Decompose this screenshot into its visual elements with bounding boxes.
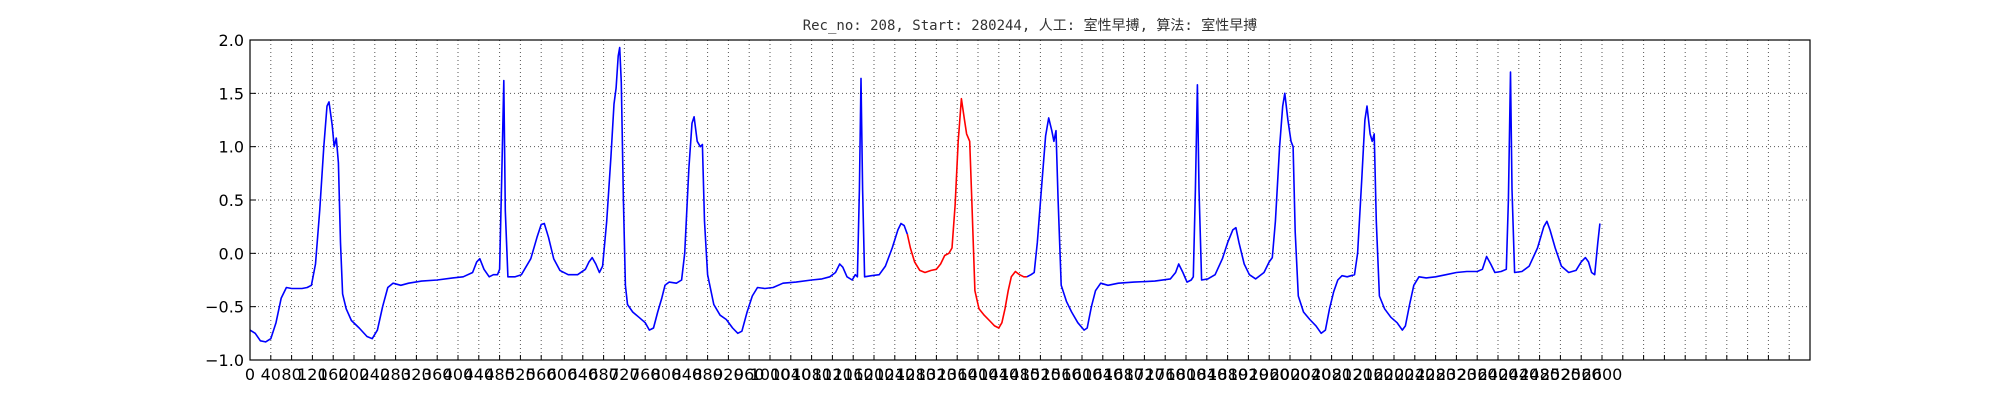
series-line-1 xyxy=(906,97,1027,329)
x-tick-label: 1400 xyxy=(958,365,999,384)
x-tick-label: 1320 xyxy=(916,365,957,384)
x-tick-label: 760 xyxy=(630,365,661,384)
x-tick-label: 800 xyxy=(651,365,682,384)
x-tick-label: 1920 xyxy=(1228,365,1269,384)
x-tick-label: 680 xyxy=(588,365,619,384)
x-tick-label: 1960 xyxy=(1249,365,1290,384)
x-tick-label: 240 xyxy=(360,365,391,384)
x-tick-label: 200 xyxy=(339,365,370,384)
x-tick-label: 480 xyxy=(484,365,515,384)
y-tick-label: 0.0 xyxy=(219,244,244,263)
x-tick-label: 960 xyxy=(734,365,765,384)
x-tick-label: 840 xyxy=(672,365,703,384)
x-tick-label: 2280 xyxy=(1415,365,1456,384)
x-tick-label: 1200 xyxy=(854,365,895,384)
x-tick-label: 360 xyxy=(422,365,453,384)
x-tick-label: 0 xyxy=(245,365,255,384)
x-tick-label: 1440 xyxy=(978,365,1019,384)
x-tick-label: 1680 xyxy=(1103,365,1144,384)
x-tick-label: 1880 xyxy=(1207,365,1248,384)
y-tick-label: −1.0 xyxy=(205,351,244,370)
x-tick-label: 1040 xyxy=(770,365,811,384)
x-tick-label: 2040 xyxy=(1290,365,1331,384)
x-tick-label: 880 xyxy=(692,365,723,384)
x-tick-label: 160 xyxy=(318,365,349,384)
x-tick-label: 40 xyxy=(261,365,281,384)
y-tick-label: −0.5 xyxy=(205,298,244,317)
x-tick-label: 400 xyxy=(443,365,474,384)
chart-title: Rec_no: 208, Start: 280244, 人工: 室性早搏, 算法… xyxy=(803,17,1258,34)
x-tick-label: 1240 xyxy=(874,365,915,384)
x-tick-label: 1640 xyxy=(1082,365,1123,384)
x-tick-label: 2200 xyxy=(1374,365,1415,384)
y-tick-label: 1.0 xyxy=(219,138,244,157)
y-tick-label: 2.0 xyxy=(219,31,244,50)
x-tick-label: 2160 xyxy=(1353,365,1394,384)
x-axis-ticks: 0 40 8012016020024028032036040044048052056… xyxy=(245,355,1811,384)
grid-lines xyxy=(249,39,1811,361)
series-line-2 xyxy=(1026,71,1601,335)
x-tick-label: 1160 xyxy=(833,365,874,384)
x-tick-label: 2560 xyxy=(1561,365,1602,384)
x-tick-label: 120 xyxy=(297,365,328,384)
y-axis-ticks: −1.0 −0.5 0.0 0.5 1.0 1.5 2.0 xyxy=(205,31,256,370)
x-tick-label: 1760 xyxy=(1145,365,1186,384)
x-tick-label: 320 xyxy=(401,365,432,384)
x-tick-label: 280 xyxy=(380,365,411,384)
x-tick-label: 1800 xyxy=(1166,365,1207,384)
x-tick-label: 2120 xyxy=(1332,365,1373,384)
x-tick-label: 720 xyxy=(609,365,640,384)
series-line-0 xyxy=(249,46,909,343)
x-tick-label: 2400 xyxy=(1478,365,1519,384)
y-tick-label: 1.5 xyxy=(219,84,244,103)
x-tick-label: 440 xyxy=(464,365,495,384)
x-tick-label: 1720 xyxy=(1124,365,1165,384)
x-tick-label: 2480 xyxy=(1519,365,1560,384)
x-tick-label: 1600 xyxy=(1062,365,1103,384)
x-tick-label: 80 xyxy=(281,365,301,384)
y-tick-label: 0.5 xyxy=(219,191,244,210)
x-tick-label: 2520 xyxy=(1540,365,1581,384)
x-tick-label: 520 xyxy=(505,365,536,384)
x-tick-label: 2000 xyxy=(1270,365,1311,384)
x-tick-label: 2440 xyxy=(1498,365,1539,384)
x-tick-label: 2320 xyxy=(1436,365,1477,384)
x-tick-label: 1480 xyxy=(999,365,1040,384)
series-layer xyxy=(249,46,1601,343)
x-tick-label: 640 xyxy=(568,365,599,384)
x-tick-label: 1280 xyxy=(895,365,936,384)
x-tick-label: 1520 xyxy=(1020,365,1061,384)
x-tick-label: 1360 xyxy=(937,365,978,384)
x-tick-label: 1080 xyxy=(791,365,832,384)
x-tick-label: 1000 xyxy=(750,365,791,384)
x-tick-label: 1840 xyxy=(1186,365,1227,384)
x-tick-label: 2600 xyxy=(1582,365,1623,384)
x-tick-label: 560 xyxy=(526,365,557,384)
x-tick-label: 1120 xyxy=(812,365,853,384)
x-tick-label: 1560 xyxy=(1041,365,1082,384)
x-tick-label: 2360 xyxy=(1457,365,1498,384)
x-tick-label: 2080 xyxy=(1311,365,1352,384)
x-tick-label: 600 xyxy=(547,365,578,384)
x-tick-label: 2240 xyxy=(1394,365,1435,384)
x-tick-label: 920 xyxy=(713,365,744,384)
